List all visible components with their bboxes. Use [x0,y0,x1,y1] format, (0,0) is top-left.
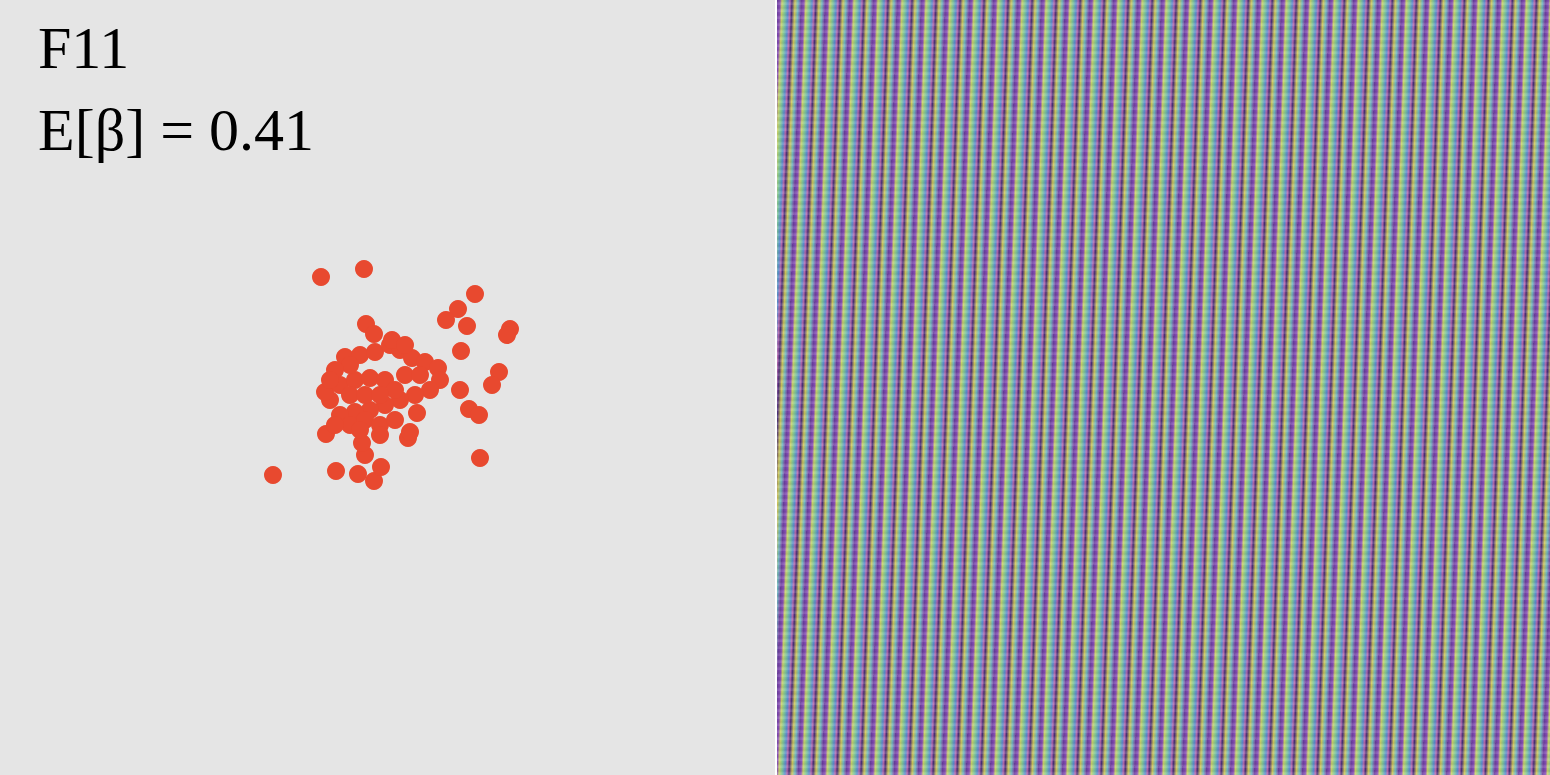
svg-text:E[β] = 0.41: E[β] = 0.41 [38,97,314,163]
svg-text:F11: F11 [38,15,129,81]
